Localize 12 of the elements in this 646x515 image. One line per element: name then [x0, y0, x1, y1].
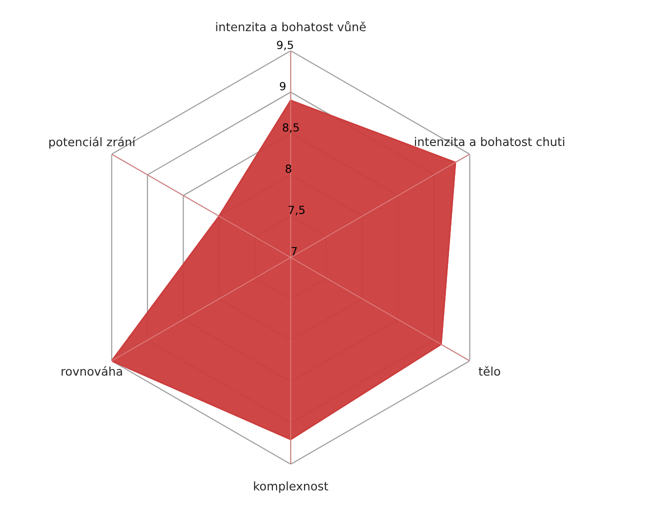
spoke-label: rovnováha [62, 366, 122, 376]
y-tick-label: 7 [292, 247, 297, 256]
y-tick-label: 8 [286, 164, 292, 173]
y-tick-label: 7,5 [288, 206, 305, 216]
spoke-label: intenzita a bohatost vůně [216, 21, 366, 32]
spoke-label: intenzita a bohatost chuti [414, 136, 564, 146]
y-tick-label: 9,5 [276, 40, 293, 50]
y-tick-label: 8,5 [282, 123, 299, 133]
spoke-label: tělo [478, 366, 500, 376]
spoke-label: komplexnost [254, 481, 328, 493]
y-tick-label: 9 [280, 82, 286, 90]
spoke-label: potenciál zrání [49, 136, 136, 149]
